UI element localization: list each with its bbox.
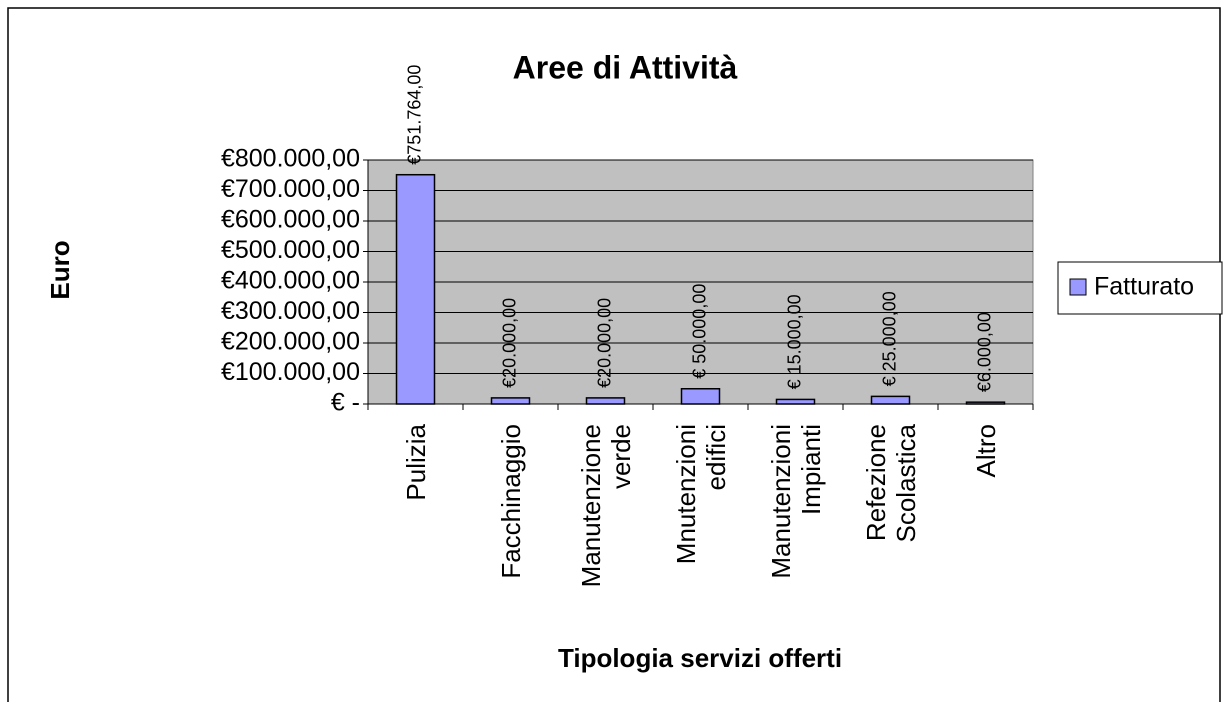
bar bbox=[965, 401, 1006, 405]
y-tick-label: €300.000,00 bbox=[221, 297, 360, 325]
y-tick-label: €700.000,00 bbox=[221, 175, 360, 203]
x-tick-label: Manutenzione verde bbox=[575, 424, 636, 588]
y-tick-label: € - bbox=[331, 389, 360, 417]
x-tick-label: Altro bbox=[970, 424, 1001, 478]
bar bbox=[775, 398, 816, 405]
y-tick-label: €400.000,00 bbox=[221, 267, 360, 295]
legend-swatch bbox=[1069, 278, 1087, 296]
x-tick-label: Mnutenzioni edifici bbox=[670, 424, 731, 565]
value-label: €20.000,00 bbox=[499, 298, 519, 388]
x-axis-title: Tipologia servizi offerti bbox=[558, 643, 842, 673]
bar bbox=[395, 173, 436, 405]
x-tick-label: Refezione Scolastica bbox=[860, 424, 921, 543]
value-label: € 50.000,00 bbox=[689, 284, 709, 379]
x-tick-label: Facchinaggio bbox=[495, 424, 526, 579]
value-label: € 25.000,00 bbox=[879, 291, 899, 386]
y-tick-label: €200.000,00 bbox=[221, 328, 360, 356]
chart-frame bbox=[7, 7, 1221, 702]
x-tick-label: Manutenzioni Impianti bbox=[765, 424, 826, 579]
bar bbox=[490, 397, 531, 405]
y-axis-title: Euro bbox=[45, 240, 75, 299]
y-tick-label: €100.000,00 bbox=[221, 358, 360, 386]
x-tick-label: Pulizia bbox=[400, 424, 431, 501]
y-tick-label: €800.000,00 bbox=[221, 145, 360, 173]
legend-label: Fatturato bbox=[1094, 273, 1194, 301]
bar bbox=[585, 397, 626, 405]
value-label: € 15.000,00 bbox=[784, 294, 804, 389]
chart-title: Aree di Attività bbox=[513, 49, 738, 85]
value-label: €6.000,00 bbox=[974, 312, 994, 392]
y-tick-label: €500.000,00 bbox=[221, 236, 360, 264]
value-label: €20.000,00 bbox=[594, 298, 614, 388]
bar bbox=[870, 395, 911, 405]
value-label: €751.764,00 bbox=[404, 65, 424, 165]
y-tick-label: €600.000,00 bbox=[221, 206, 360, 234]
bar bbox=[680, 388, 721, 405]
